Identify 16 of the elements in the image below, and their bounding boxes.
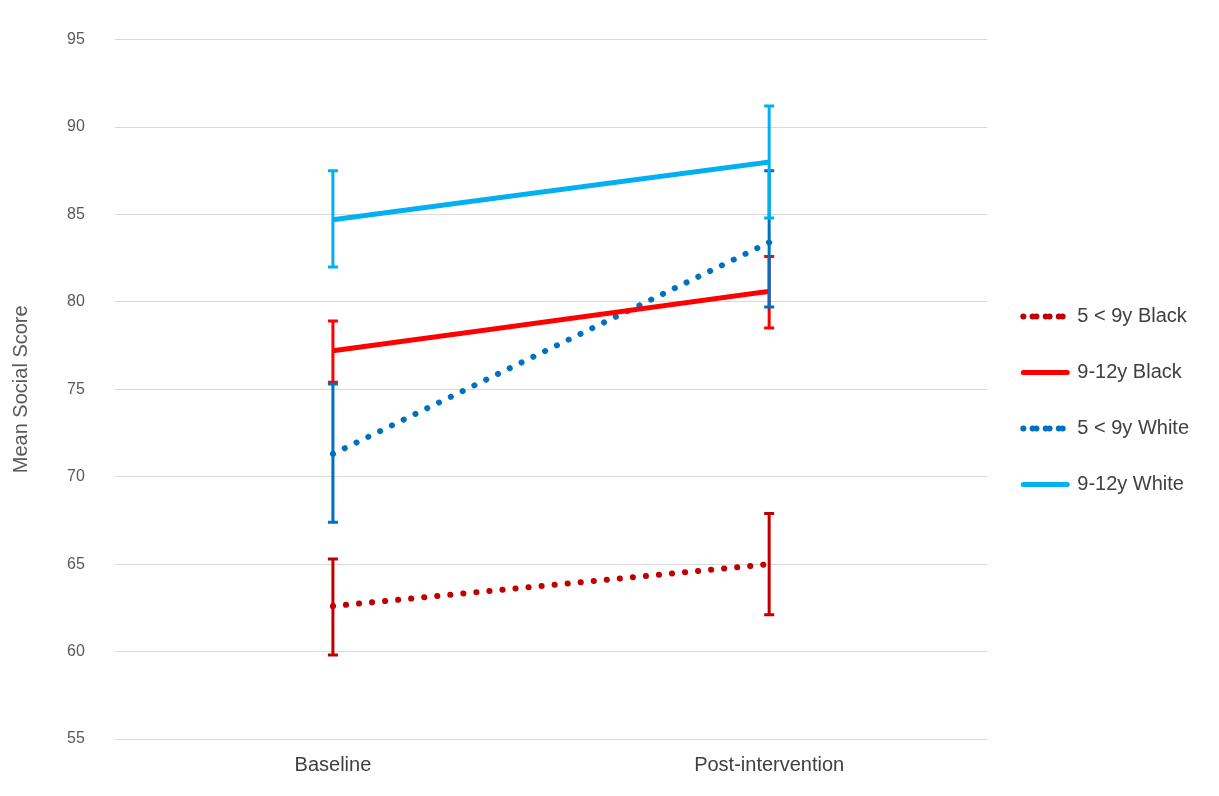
y-tick-label: 55 <box>67 729 85 747</box>
legend-label: 5 < 9y White <box>1077 416 1189 439</box>
y-axis-title: Mean Social Score <box>8 305 31 474</box>
y-tick-label: 65 <box>67 554 85 572</box>
x-tick-label: Post-intervention <box>694 752 845 775</box>
y-tick-label: 60 <box>67 641 85 659</box>
legend-label: 9-12y White <box>1077 472 1184 495</box>
y-tick-label: 75 <box>67 379 85 397</box>
x-tick-label: Baseline <box>294 752 372 775</box>
y-tick-label: 90 <box>67 117 85 135</box>
y-tick-label: 85 <box>67 204 85 222</box>
y-tick-label: 80 <box>67 292 85 310</box>
y-tick-label: 70 <box>67 467 85 485</box>
legend-label: 5 < 9y Black <box>1077 304 1188 327</box>
y-tick-label: 95 <box>67 30 85 48</box>
legend-label: 9-12y Black <box>1077 360 1183 383</box>
